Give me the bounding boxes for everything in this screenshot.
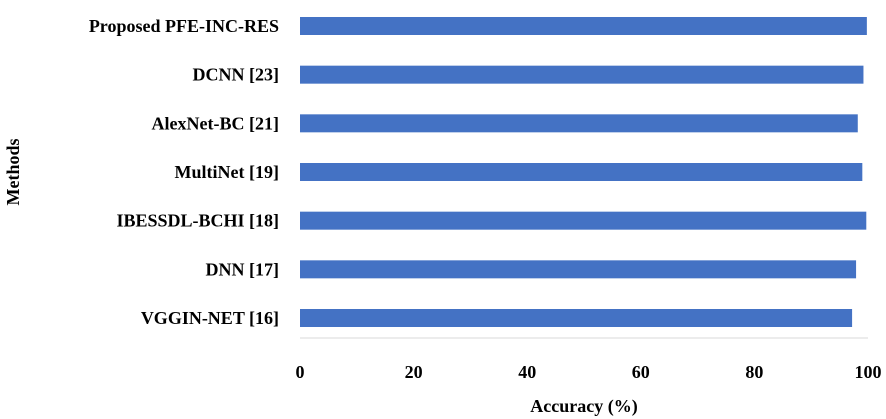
x-tick-label: 0	[296, 362, 305, 382]
category-labels: Proposed PFE-INC-RES DCNN [23] AlexNet-BC …	[89, 16, 279, 328]
category-label: AlexNet-BC [21]	[152, 113, 279, 133]
category-label: Proposed PFE-INC-RES	[89, 16, 279, 36]
bar	[300, 65, 864, 84]
x-tick-label: 60	[632, 362, 650, 382]
bar	[300, 309, 853, 327]
category-label: IBESSDL-BCHI [18]	[116, 211, 279, 231]
bar	[300, 211, 867, 230]
bar	[300, 163, 863, 181]
category-label: MultiNet [19]	[175, 162, 279, 182]
category-label: DNN [17]	[206, 259, 280, 279]
x-tick-label: 20	[405, 362, 423, 382]
x-tick-labels: 0 20 40 60 80 100	[296, 362, 882, 382]
x-axis-title: Accuracy (%)	[530, 396, 637, 417]
x-tick-label: 100	[855, 362, 882, 382]
bar	[300, 260, 857, 279]
bar	[300, 17, 867, 35]
bar	[300, 114, 858, 133]
x-tick-label: 80	[745, 362, 763, 382]
bars-group	[300, 17, 867, 327]
category-label: VGGIN-NET [16]	[141, 308, 279, 328]
x-tick-label: 40	[518, 362, 536, 382]
y-axis-title: Methods	[3, 139, 23, 206]
category-label: DCNN [23]	[193, 65, 279, 85]
